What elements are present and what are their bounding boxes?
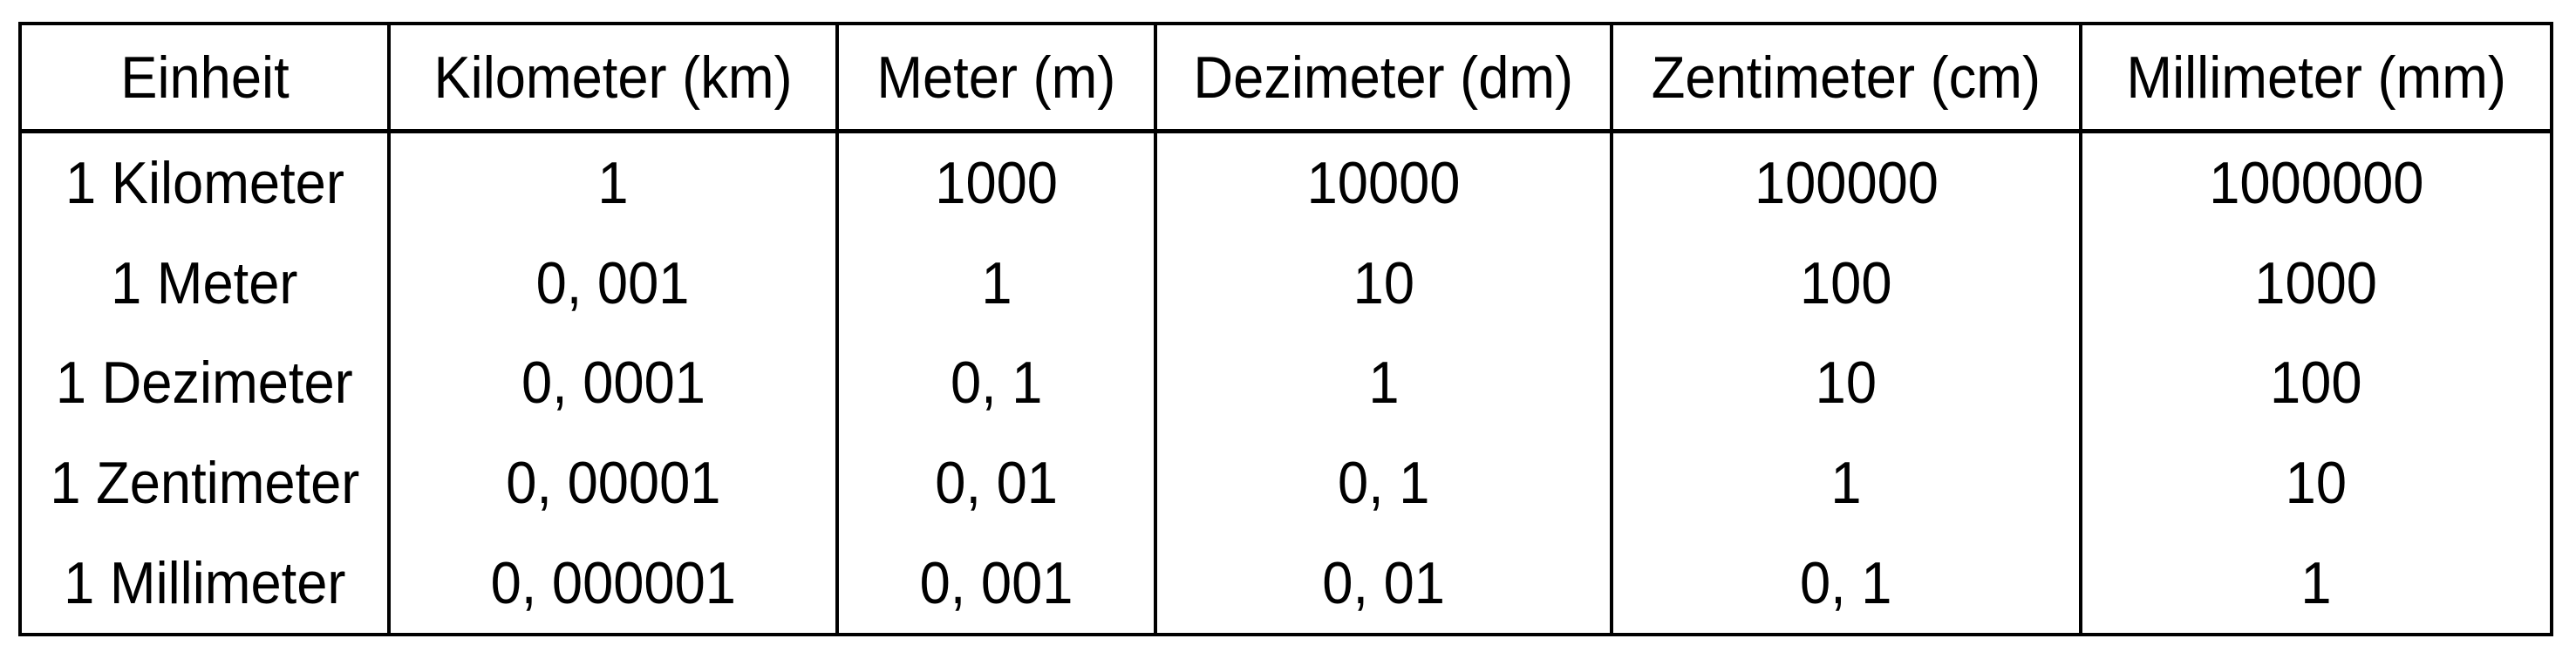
col-header-millimeter-label: Millimeter (mm): [2126, 44, 2506, 111]
table-cell: 1: [391, 133, 839, 234]
table-cell-value: 1000000: [2208, 150, 2424, 217]
table-cell: 0, 0001: [391, 333, 839, 433]
table-cell: 0, 01: [839, 432, 1157, 533]
table-cell-value: 0, 000001: [490, 549, 736, 616]
row-header: 1 Kilometer: [22, 133, 391, 234]
table-cell-value: 100: [1800, 249, 1892, 316]
table-cell-value: 0, 0001: [521, 350, 705, 417]
table-cell-value: 1: [1367, 350, 1400, 417]
table-cell-value: 100000: [1754, 150, 1939, 217]
row-header: 1 Zentimeter: [22, 432, 391, 533]
table-cell: 100000: [1613, 133, 2082, 234]
table-cell: 1000: [2082, 234, 2550, 334]
col-header-dezimeter-label: Dezimeter (dm): [1193, 44, 1574, 111]
table-cell-value: 0, 001: [919, 549, 1073, 616]
table-cell-value: 10: [1353, 249, 1414, 316]
table-cell: 1: [839, 233, 1157, 334]
row-header-label: 1 Zentimeter: [50, 450, 359, 517]
table-cell-value: 0, 01: [935, 450, 1058, 517]
table-cell-value: 0, 00001: [505, 450, 721, 517]
col-header-kilometer-label: Kilometer (km): [433, 44, 793, 111]
table-cell-value: 0, 1: [1800, 549, 1892, 616]
col-header-zentimeter-label: Zentimeter (cm): [1651, 44, 2041, 111]
row-header: 1 Meter: [22, 233, 391, 334]
table-cell: 10000: [1157, 133, 1613, 234]
table-cell: 0, 01: [1157, 533, 1613, 633]
table-cell-value: 0, 1: [950, 350, 1043, 417]
table-cell-value: 0, 01: [1322, 549, 1445, 616]
table-cell: 1: [2082, 533, 2550, 633]
table-cell: 10: [1613, 333, 2082, 433]
table-cell: 0, 000001: [391, 533, 839, 633]
table-cell: 1000000: [2082, 133, 2550, 234]
row-header-label: 1 Kilometer: [65, 150, 344, 217]
row-header: 1 Millimeter: [22, 533, 391, 633]
table-cell: 0, 001: [391, 233, 839, 334]
table-cell-value: 0, 1: [1337, 450, 1430, 517]
table-cell: 0, 1: [839, 333, 1157, 433]
table-cell-value: 1: [2300, 549, 2332, 616]
table-cell-value: 10000: [1306, 150, 1461, 217]
col-header-meter: Meter (m): [839, 25, 1157, 133]
table-cell: 10: [1157, 233, 1613, 334]
table-cell: 1000: [839, 133, 1157, 234]
table-cell: 0, 1: [1157, 432, 1613, 533]
col-header-einheit-label: Einheit: [119, 44, 290, 111]
table-cell: 1: [1157, 333, 1613, 433]
table-cell-value: 1: [597, 150, 629, 217]
table-cell-value: 1: [1830, 450, 1862, 517]
col-header-dezimeter: Dezimeter (dm): [1157, 25, 1613, 133]
table-cell-value: 100: [2270, 350, 2362, 417]
table-cell: 100: [2082, 333, 2550, 433]
unit-conversion-table: Einheit Kilometer (km) Meter (m) Dezimet…: [18, 22, 2553, 636]
table-cell: 1: [1613, 432, 2082, 533]
row-header-label: 1 Meter: [111, 249, 298, 316]
table-cell: 10: [2082, 433, 2550, 533]
table-cell-value: 0, 001: [536, 249, 690, 316]
col-header-kilometer: Kilometer (km): [391, 25, 839, 133]
col-header-millimeter: Millimeter (mm): [2082, 25, 2550, 133]
table-cell: 0, 00001: [391, 432, 839, 533]
table-cell: 0, 1: [1613, 533, 2082, 633]
table-cell: 0, 001: [839, 533, 1157, 633]
col-header-meter-label: Meter (m): [876, 44, 1116, 111]
col-header-zentimeter: Zentimeter (cm): [1613, 25, 2082, 133]
table-cell-value: 10: [2285, 450, 2348, 517]
table-cell-value: 1000: [935, 150, 1058, 217]
table-cell-value: 1000: [2254, 249, 2378, 316]
row-header-label: 1 Dezimeter: [56, 350, 353, 417]
col-header-einheit: Einheit: [22, 25, 391, 133]
table-cell-value: 1: [980, 249, 1012, 316]
row-header-label: 1 Millimeter: [63, 549, 346, 616]
table-cell: 100: [1613, 233, 2082, 334]
row-header: 1 Dezimeter: [22, 333, 391, 433]
table-cell-value: 10: [1815, 350, 1877, 417]
